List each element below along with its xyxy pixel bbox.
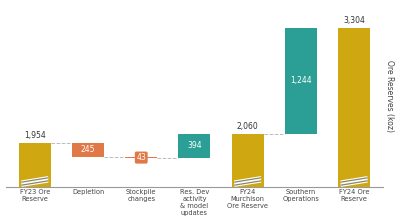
Text: 1,244: 1,244: [290, 76, 312, 85]
Text: 3,304: 3,304: [343, 16, 365, 26]
Bar: [285, 28, 317, 134]
Text: 1,954: 1,954: [24, 131, 46, 140]
Bar: [178, 134, 210, 158]
Bar: [19, 143, 51, 187]
Text: 43: 43: [136, 153, 146, 162]
Text: 2,060: 2,060: [237, 122, 258, 131]
Bar: [72, 143, 104, 157]
Text: 394: 394: [187, 141, 202, 150]
Bar: [125, 157, 157, 158]
Y-axis label: Ore Reserves (koz): Ore Reserves (koz): [386, 60, 394, 132]
Bar: [232, 134, 264, 187]
Text: 245: 245: [81, 145, 95, 154]
Bar: [338, 28, 370, 187]
